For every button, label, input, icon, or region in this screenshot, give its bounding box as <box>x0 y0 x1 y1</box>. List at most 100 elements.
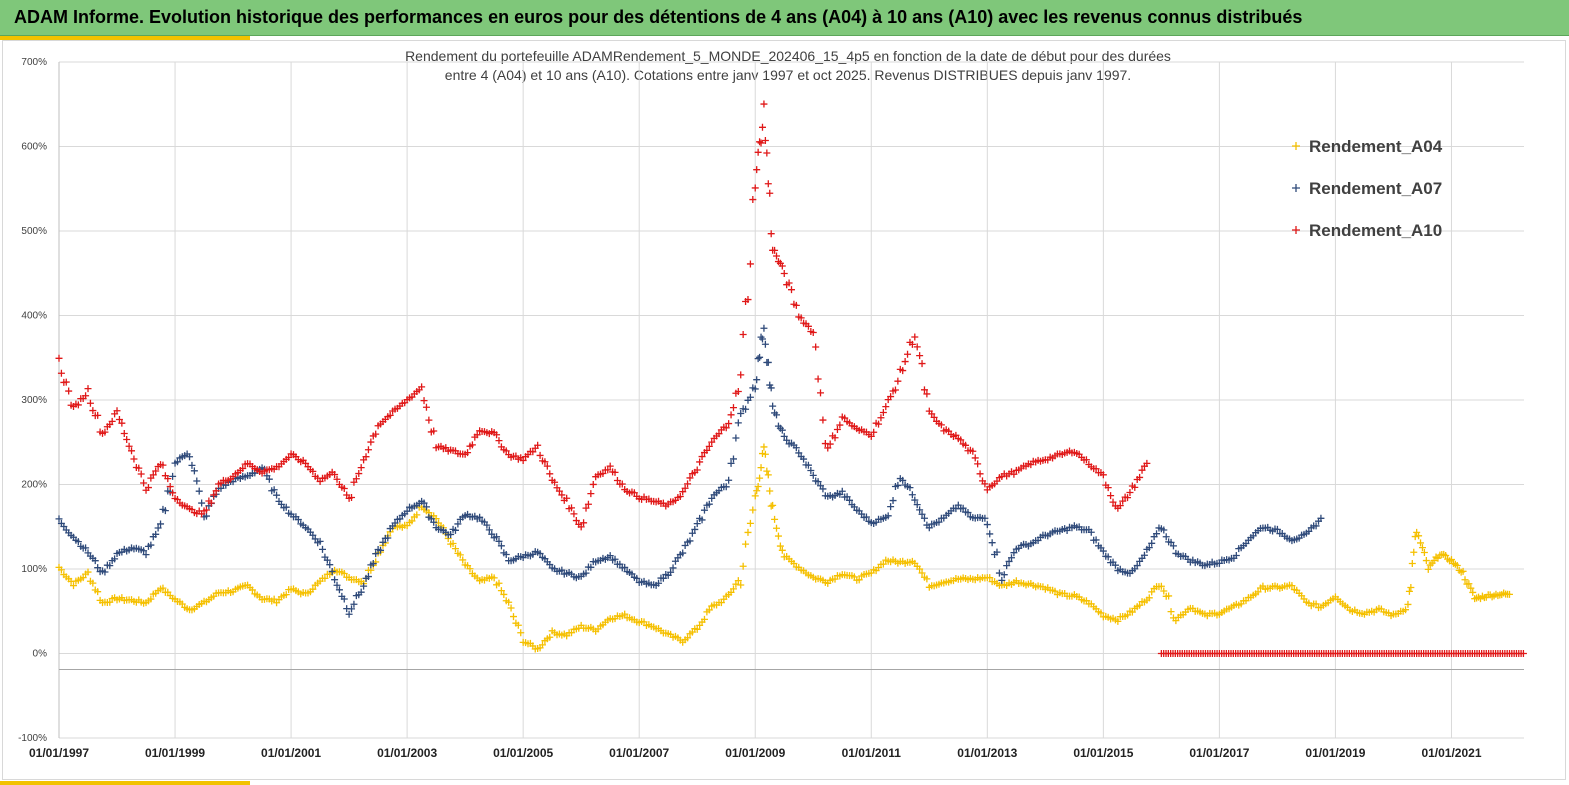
data-point <box>923 390 931 398</box>
data-point <box>693 520 701 528</box>
data-point <box>169 472 177 480</box>
data-point <box>589 480 597 488</box>
data-point <box>1459 567 1467 575</box>
data-point <box>505 598 513 606</box>
data-point <box>824 444 832 452</box>
gridlines <box>58 61 1524 739</box>
data-point <box>1417 539 1425 547</box>
accent-bar-top <box>0 36 250 40</box>
data-point <box>812 343 820 351</box>
data-point <box>746 519 754 527</box>
data-point <box>1418 544 1426 552</box>
data-point <box>84 385 92 393</box>
data-point <box>57 369 65 377</box>
data-point <box>913 343 921 351</box>
data-point <box>1467 584 1475 592</box>
y-tick-label: 0% <box>33 649 48 660</box>
data-point <box>742 405 750 413</box>
data-point <box>761 136 769 144</box>
data-point <box>734 419 742 427</box>
data-point <box>422 503 430 511</box>
data-point <box>357 464 365 472</box>
data-point <box>159 461 167 469</box>
data-point <box>604 466 612 474</box>
data-point <box>1292 142 1300 150</box>
data-point <box>737 371 745 379</box>
data-point <box>700 506 708 514</box>
data-point <box>1312 600 1320 608</box>
data-point <box>778 546 786 554</box>
data-point <box>969 447 977 455</box>
data-point <box>413 511 421 519</box>
data-point <box>572 517 580 525</box>
data-point <box>1447 556 1455 564</box>
data-point <box>833 426 841 434</box>
legend-item-rendement-a07[interactable]: Rendement_A07 <box>1292 179 1442 198</box>
data-point <box>655 579 663 587</box>
data-point <box>918 569 926 577</box>
data-point <box>493 431 501 439</box>
data-point <box>843 493 851 501</box>
data-point <box>352 475 360 483</box>
data-point <box>766 189 774 197</box>
data-point <box>111 555 119 563</box>
data-point <box>1407 583 1415 591</box>
data-point <box>142 551 150 559</box>
data-point <box>551 478 559 486</box>
data-point <box>756 474 764 482</box>
data-point <box>875 420 883 428</box>
data-point <box>976 470 984 478</box>
report-title: ADAM Informe. Evolution historique des p… <box>14 7 1303 27</box>
data-point <box>157 520 165 528</box>
data-point <box>546 633 554 641</box>
data-point <box>1136 601 1144 609</box>
data-point <box>884 512 892 520</box>
legend-item-rendement-a10[interactable]: Rendement_A10 <box>1292 221 1442 240</box>
data-point <box>140 479 148 487</box>
legend[interactable]: Rendement_A04 Rendement_A07 Rendement_A10 <box>1292 137 1443 240</box>
data-point <box>509 613 517 621</box>
data-point <box>89 579 97 587</box>
x-tick-label: 01/01/1999 <box>145 746 205 760</box>
data-point <box>696 458 704 466</box>
y-tick-label: 400% <box>21 311 47 322</box>
data-point <box>360 582 368 590</box>
data-point <box>149 471 157 479</box>
data-point <box>1157 582 1165 590</box>
data-point <box>94 588 102 596</box>
data-point <box>582 569 590 577</box>
data-point <box>321 574 329 582</box>
data-point <box>1469 588 1477 596</box>
data-point <box>517 629 525 637</box>
data-point <box>814 478 822 486</box>
x-tick-label: 01/01/2007 <box>609 746 669 760</box>
legend-item-rendement-a04[interactable]: Rendement_A04 <box>1292 137 1443 156</box>
data-point <box>1273 525 1281 533</box>
data-point <box>611 468 619 476</box>
data-point <box>362 453 370 461</box>
data-point <box>1005 557 1013 565</box>
data-point <box>541 458 549 466</box>
data-point <box>507 604 515 612</box>
data-point <box>1402 606 1410 614</box>
data-point <box>1140 551 1148 559</box>
data-point <box>911 333 919 341</box>
data-point <box>792 301 800 309</box>
x-tick-label: 01/01/2013 <box>957 746 1017 760</box>
data-point <box>767 384 775 392</box>
data-point <box>1133 562 1141 570</box>
data-point <box>285 453 293 461</box>
data-point <box>212 487 220 495</box>
data-point <box>739 562 747 570</box>
data-point <box>1162 533 1170 541</box>
y-tick-label: 500% <box>21 226 47 237</box>
data-point <box>705 500 713 508</box>
data-point <box>563 494 571 502</box>
data-point <box>773 252 781 260</box>
data-point <box>1131 483 1139 491</box>
data-point <box>766 487 774 495</box>
data-point <box>495 579 503 587</box>
data-point <box>202 512 210 520</box>
data-point <box>737 409 745 417</box>
